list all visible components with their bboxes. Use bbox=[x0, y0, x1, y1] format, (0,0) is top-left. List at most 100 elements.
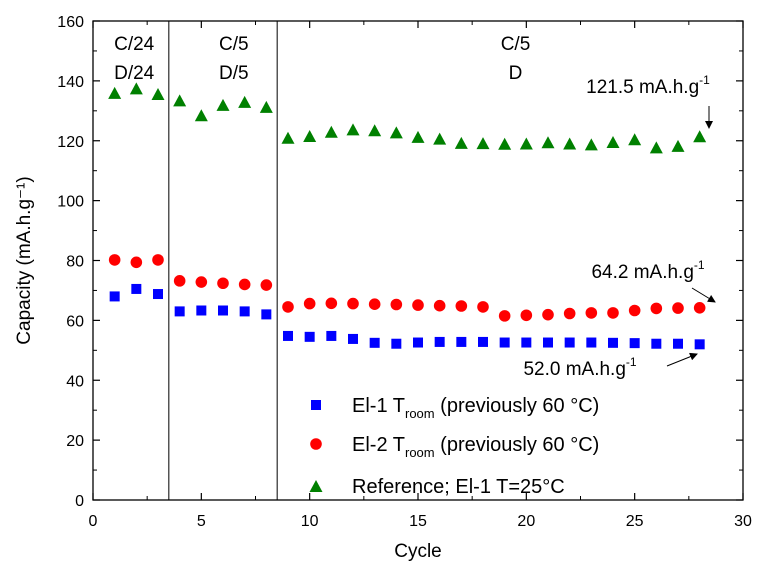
data-point bbox=[651, 338, 662, 349]
data-point bbox=[303, 297, 316, 310]
data-point bbox=[347, 297, 359, 310]
data-point bbox=[543, 337, 553, 348]
data-point bbox=[391, 338, 402, 349]
y-axis-title: Capacity (mA.h.g⁻¹) bbox=[14, 176, 35, 344]
data-point bbox=[607, 307, 619, 319]
series-group-1 bbox=[109, 283, 705, 350]
data-point bbox=[260, 279, 273, 291]
x-tick-label: 5 bbox=[197, 513, 206, 530]
legend-label: El-1 Troom (previously 60 °C) bbox=[352, 395, 599, 421]
annotation-arrow bbox=[691, 287, 716, 303]
y-tick-label: 120 bbox=[57, 134, 84, 151]
data-point bbox=[324, 125, 338, 138]
data-point bbox=[195, 276, 208, 288]
data-point bbox=[673, 338, 683, 349]
data-point bbox=[608, 337, 618, 348]
legend-marker bbox=[310, 438, 322, 450]
data-point bbox=[283, 330, 293, 341]
y-tick-label: 80 bbox=[66, 254, 84, 271]
data-point bbox=[194, 109, 208, 122]
data-point bbox=[216, 98, 230, 111]
legend-label: El-2 Troom (previously 60 °C) bbox=[352, 434, 599, 460]
data-point bbox=[173, 275, 186, 287]
x-tick-label: 15 bbox=[409, 513, 427, 530]
data-point bbox=[326, 330, 337, 341]
y-tick-label: 0 bbox=[75, 493, 84, 510]
y-tick-label: 60 bbox=[66, 313, 84, 330]
data-point bbox=[412, 299, 424, 311]
data-point bbox=[261, 309, 272, 320]
data-point bbox=[564, 337, 575, 348]
data-point bbox=[411, 130, 425, 143]
data-point bbox=[693, 302, 706, 314]
data-point bbox=[456, 336, 467, 347]
data-point bbox=[368, 124, 382, 137]
data-point bbox=[563, 307, 576, 320]
data-point bbox=[389, 126, 403, 139]
data-point bbox=[671, 139, 685, 152]
series-group-2 bbox=[108, 254, 706, 322]
value-annotation: 64.2 mA.h.g-1 bbox=[591, 258, 704, 283]
y-tick-label: 140 bbox=[57, 74, 84, 91]
y-tick-label: 100 bbox=[57, 194, 84, 211]
legend: El-1 Troom (previously 60 °C) El-2 Troom … bbox=[309, 395, 599, 498]
legend-label: Reference; El-1 T=25°C bbox=[352, 476, 565, 498]
x-axis-title: Cycle bbox=[394, 541, 442, 562]
data-point bbox=[173, 94, 187, 107]
region-label-rate-discharge: D/5 bbox=[219, 63, 249, 84]
x-tick-label: 20 bbox=[517, 513, 535, 530]
data-point bbox=[369, 337, 380, 348]
y-tick-label: 160 bbox=[57, 14, 84, 31]
data-point bbox=[151, 88, 165, 101]
data-point bbox=[259, 100, 273, 113]
x-tick-label: 0 bbox=[89, 513, 98, 530]
data-point bbox=[238, 95, 252, 108]
legend-marker bbox=[311, 400, 321, 410]
data-point bbox=[218, 305, 228, 316]
value-annotation: 121.5 mA.h.g-1 bbox=[586, 73, 710, 98]
data-point bbox=[346, 123, 360, 136]
data-point bbox=[109, 291, 120, 302]
data-point bbox=[304, 331, 315, 342]
data-point bbox=[454, 136, 468, 149]
legend-marker bbox=[309, 480, 323, 492]
data-point bbox=[130, 256, 143, 269]
data-point bbox=[650, 302, 663, 315]
data-point bbox=[455, 300, 468, 312]
data-point bbox=[217, 277, 229, 290]
plot-area: 0 5 10 15 20 25 30 0 20 40 60 80 100 120 140 160 C/24 D/2… bbox=[57, 14, 752, 530]
data-point bbox=[693, 130, 707, 143]
data-point bbox=[129, 82, 143, 95]
data-point bbox=[413, 337, 423, 348]
region-label-rate-discharge: D/24 bbox=[114, 63, 155, 84]
data-point bbox=[541, 136, 555, 149]
data-point bbox=[434, 336, 445, 347]
data-point bbox=[585, 307, 598, 319]
data-point bbox=[477, 301, 489, 313]
region-label-rate-charge: C/5 bbox=[219, 34, 249, 55]
series-group-3 bbox=[108, 82, 707, 154]
data-point bbox=[174, 306, 185, 317]
data-point bbox=[629, 338, 640, 349]
data-point bbox=[628, 304, 641, 317]
data-point bbox=[433, 132, 447, 145]
data-point bbox=[152, 254, 164, 266]
y-tick-label: 20 bbox=[66, 433, 84, 450]
data-point bbox=[239, 306, 250, 317]
data-point bbox=[694, 339, 705, 350]
region-label-rate-discharge: D bbox=[509, 63, 523, 84]
data-point bbox=[281, 131, 295, 144]
x-tick-label: 25 bbox=[626, 513, 644, 530]
data-point bbox=[498, 310, 511, 322]
data-point bbox=[348, 333, 358, 344]
data-point bbox=[108, 254, 121, 266]
data-point bbox=[433, 299, 446, 312]
data-point bbox=[542, 308, 554, 321]
x-tick-label: 30 bbox=[734, 513, 752, 530]
data-point bbox=[108, 86, 122, 99]
data-point bbox=[521, 337, 532, 348]
data-point bbox=[238, 278, 251, 291]
data-point bbox=[368, 298, 381, 311]
region-label-rate-charge: C/5 bbox=[501, 34, 531, 55]
